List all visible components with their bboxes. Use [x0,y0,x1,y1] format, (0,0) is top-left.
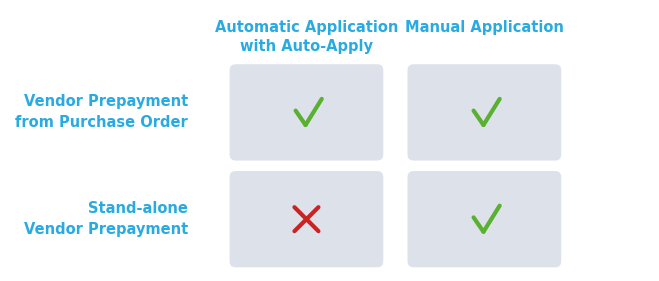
Text: Manual Application: Manual Application [405,20,564,35]
FancyBboxPatch shape [229,64,384,160]
FancyBboxPatch shape [407,64,561,160]
Text: Stand-alone
Vendor Prepayment: Stand-alone Vendor Prepayment [24,201,188,237]
FancyBboxPatch shape [407,171,561,267]
FancyBboxPatch shape [229,171,384,267]
Text: Automatic Application
with Auto-Apply: Automatic Application with Auto-Apply [215,20,398,54]
Text: Vendor Prepayment
from Purchase Order: Vendor Prepayment from Purchase Order [15,94,188,130]
